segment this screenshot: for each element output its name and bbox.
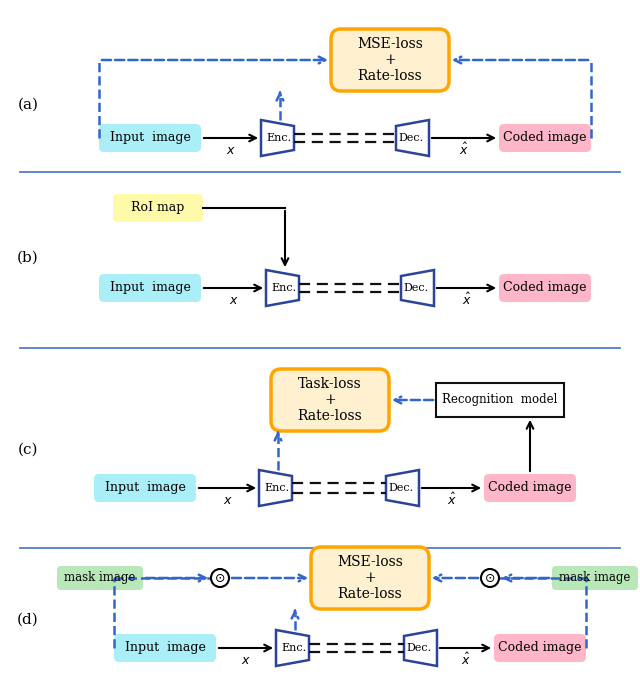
Text: Input  image: Input image [125,641,205,654]
Text: (a): (a) [17,98,38,112]
Text: Enc.: Enc. [271,283,296,293]
Text: Coded image: Coded image [488,482,572,495]
Text: Enc.: Enc. [282,643,307,653]
Text: (b): (b) [17,251,39,265]
Text: (c): (c) [18,443,38,457]
FancyBboxPatch shape [484,474,576,502]
Text: Dec.: Dec. [406,643,431,653]
Text: mask image: mask image [64,571,136,584]
FancyBboxPatch shape [113,194,203,222]
Polygon shape [259,470,292,506]
Text: $x$: $x$ [223,493,232,506]
Text: +: + [324,393,336,407]
Text: Rate-loss: Rate-loss [298,409,362,423]
Text: $\hat{x}$: $\hat{x}$ [461,292,472,308]
Text: Coded image: Coded image [503,281,587,294]
Text: mask image: mask image [559,571,630,584]
Text: $\hat{x}$: $\hat{x}$ [459,142,469,158]
Text: Dec.: Dec. [388,483,413,493]
Text: MSE-loss: MSE-loss [337,555,403,569]
Text: Enc.: Enc. [264,483,289,493]
Polygon shape [401,270,434,306]
Text: Coded image: Coded image [503,132,587,145]
Polygon shape [266,270,299,306]
Text: Input  image: Input image [109,132,191,145]
Text: RoI map: RoI map [131,202,185,215]
FancyBboxPatch shape [331,29,449,91]
Text: ⊙: ⊙ [484,572,495,585]
FancyBboxPatch shape [494,634,586,662]
Text: MSE-loss: MSE-loss [357,37,423,51]
Text: (d): (d) [17,613,39,627]
Text: Input  image: Input image [104,482,186,495]
Text: Input  image: Input image [109,281,191,294]
FancyBboxPatch shape [114,634,216,662]
FancyBboxPatch shape [57,566,143,590]
Text: Dec.: Dec. [403,283,429,293]
Text: $\hat{x}$: $\hat{x}$ [461,652,470,668]
FancyBboxPatch shape [271,369,389,431]
Text: $x$: $x$ [241,654,251,667]
Text: $\hat{x}$: $\hat{x}$ [447,492,456,508]
FancyBboxPatch shape [99,274,201,302]
FancyBboxPatch shape [99,124,201,152]
Polygon shape [276,630,309,666]
Circle shape [481,569,499,587]
Text: Coded image: Coded image [499,641,582,654]
Text: Dec.: Dec. [399,133,424,143]
Polygon shape [386,470,419,506]
FancyBboxPatch shape [94,474,196,502]
Text: ⊙: ⊙ [215,572,225,585]
FancyBboxPatch shape [436,383,564,417]
Text: Enc.: Enc. [266,133,292,143]
Text: Recognition  model: Recognition model [442,394,557,407]
Text: +: + [384,53,396,67]
Polygon shape [261,120,294,156]
Text: $x$: $x$ [226,143,236,156]
Text: Rate-loss: Rate-loss [358,69,422,83]
FancyBboxPatch shape [499,124,591,152]
Polygon shape [396,120,429,156]
Text: Task-loss: Task-loss [298,377,362,391]
FancyBboxPatch shape [552,566,638,590]
FancyBboxPatch shape [499,274,591,302]
Polygon shape [404,630,437,666]
Text: +: + [364,571,376,585]
Circle shape [211,569,229,587]
FancyBboxPatch shape [311,547,429,609]
Text: $x$: $x$ [228,294,239,307]
Text: Rate-loss: Rate-loss [338,587,403,601]
